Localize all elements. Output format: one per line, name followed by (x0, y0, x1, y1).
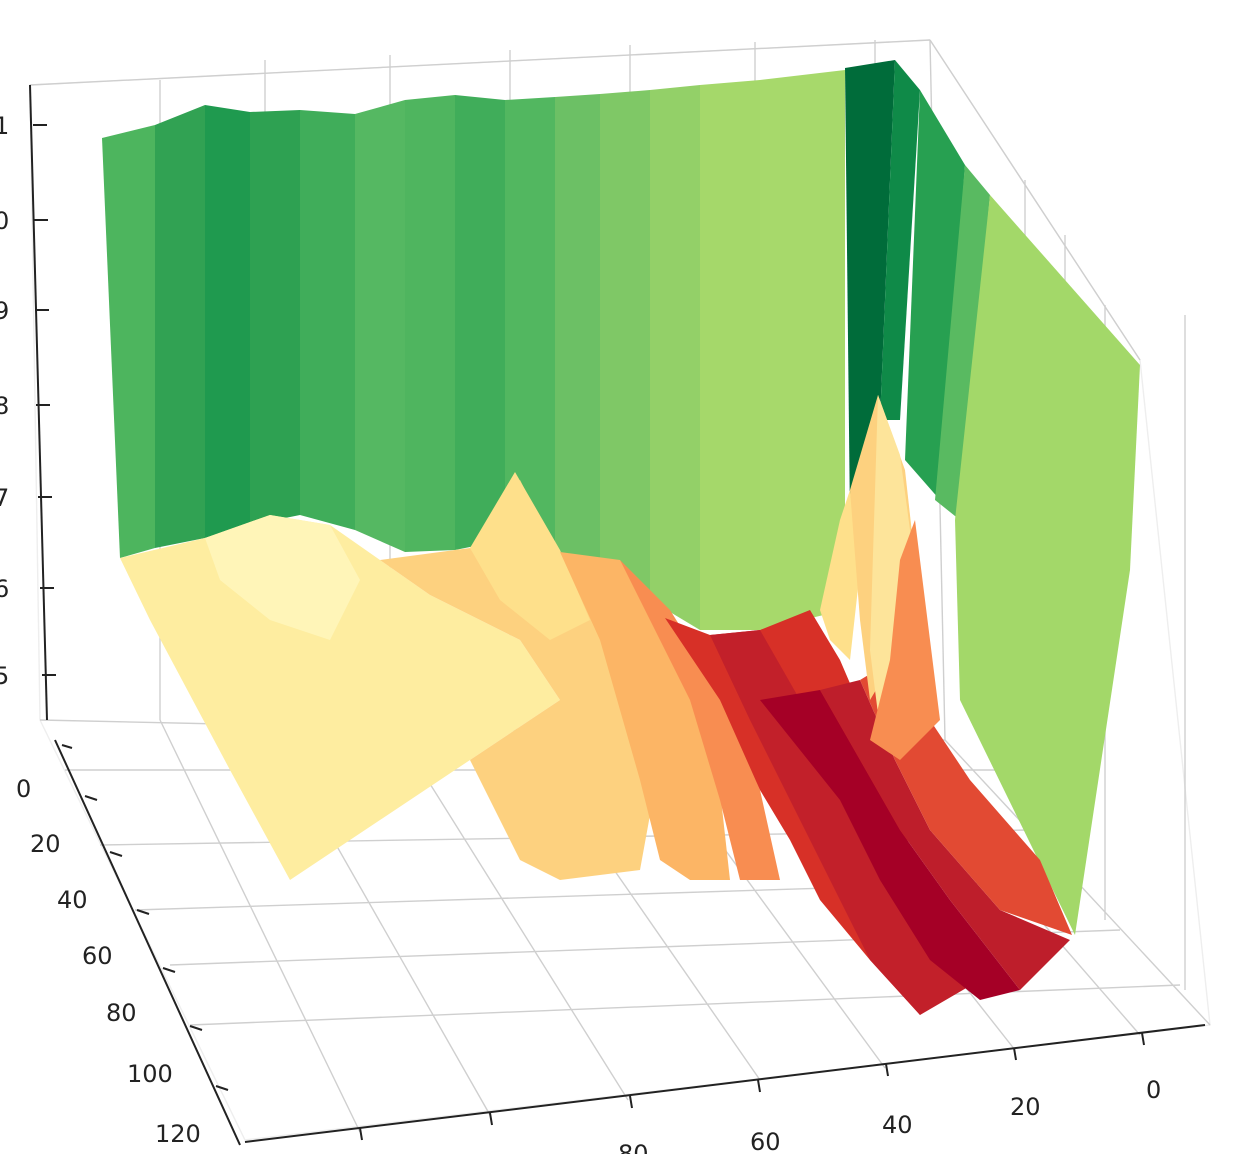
wall-strip (505, 97, 555, 552)
y-tick-label: 60 (750, 1128, 781, 1154)
front-strip (120, 515, 560, 880)
wall-strip (845, 60, 895, 520)
z-tick-label: 8 (0, 392, 9, 420)
x-tick-label: 40 (57, 886, 88, 914)
wall-strip (405, 95, 455, 552)
y-tick-label: 20 (1010, 1093, 1041, 1121)
x-tick-label: 0 (16, 775, 31, 803)
x-tick-label: 80 (106, 999, 137, 1027)
front-strip (560, 552, 730, 880)
wall-strip (102, 125, 155, 558)
channel-strip (820, 680, 1070, 990)
y-axis-ticks: 0 20 40 60 80 (359, 1032, 1161, 1154)
wall-strip (555, 94, 600, 558)
channel-strip (760, 690, 1020, 1000)
x-axis-ticks: 0 20 40 60 80 100 120 (16, 744, 229, 1148)
wall-strip (905, 90, 965, 500)
wall-strip (880, 60, 920, 420)
surface-mesh (102, 60, 1140, 1015)
z-axis-ticks: 1 0 9 8 7 6 5 (0, 112, 56, 690)
z-tick-label: 1 (0, 112, 9, 140)
wall-strip (700, 80, 760, 630)
y-tick-label: 80 (618, 1140, 649, 1154)
front-strip (470, 472, 590, 640)
front-strip (205, 515, 360, 640)
wall-strip (355, 100, 405, 552)
y-tick-label: 40 (882, 1111, 913, 1139)
x-tick-label: 60 (82, 942, 113, 970)
wall-strip (935, 165, 990, 520)
spike (870, 520, 940, 760)
y-axis-line (244, 1024, 1206, 1143)
x-tick-label: 100 (127, 1060, 173, 1088)
z-tick-label: 0 (0, 207, 9, 235)
wall-strip (650, 85, 700, 630)
y-tick-label: 0 (1146, 1076, 1161, 1104)
wall-strip (205, 105, 250, 538)
wall-strip (155, 105, 205, 548)
axes (29, 84, 1206, 1146)
z-tick-label: 6 (0, 575, 9, 603)
x-tick-label: 120 (155, 1120, 201, 1148)
front-strip (380, 480, 660, 880)
x-tick-label: 20 (30, 830, 61, 858)
z-tick-label: 5 (0, 662, 9, 690)
spike (820, 490, 860, 660)
front-strip (620, 560, 780, 880)
z-tick-label: 9 (0, 297, 9, 325)
wall-strip (760, 70, 845, 630)
z-axis-line (29, 84, 48, 721)
wall-strip (955, 195, 1140, 935)
wall-strip (600, 90, 650, 600)
z-tick-label: 7 (0, 484, 9, 512)
x-axis-line (54, 739, 241, 1146)
wall-strip (300, 110, 355, 530)
wall-strip (455, 95, 505, 550)
wall-strip (250, 110, 300, 525)
